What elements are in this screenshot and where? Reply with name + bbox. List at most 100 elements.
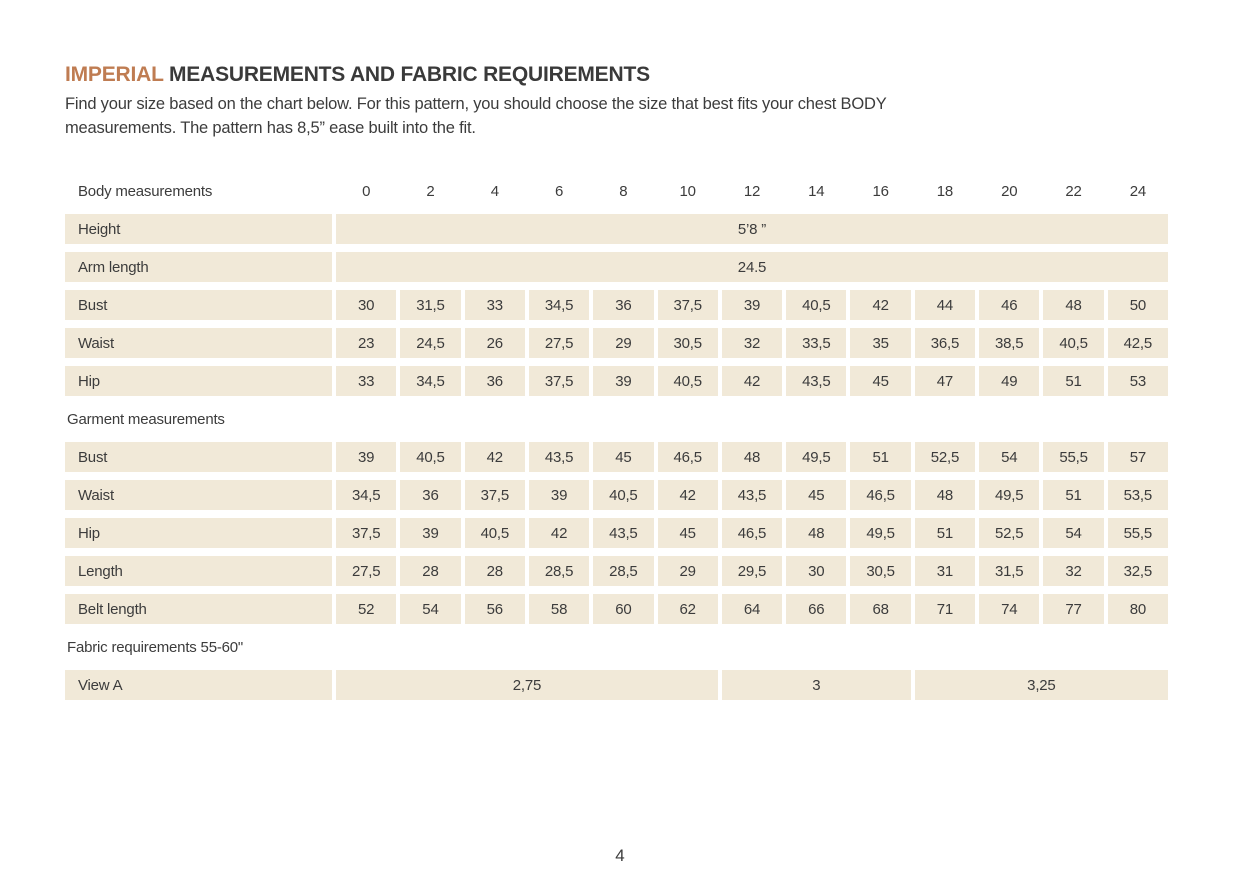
cell-value: 71	[914, 594, 976, 624]
row-span-value: 24.5	[336, 252, 1168, 282]
cell-value: 48	[914, 480, 976, 510]
intro-line-1: Find your size based on the chart below.…	[65, 95, 887, 113]
size-column-header-4: 4	[490, 182, 499, 200]
cell-value: 55,5	[1043, 442, 1104, 472]
cell-value: 40,5	[464, 518, 525, 548]
cell-value: 32	[721, 328, 783, 358]
size-column-header-6: 6	[554, 182, 564, 200]
cell-value: 45	[850, 366, 911, 396]
cell-value: 66	[786, 594, 847, 624]
cell-value: 47	[914, 366, 976, 396]
cell-value: 52	[336, 594, 397, 624]
cell-value: 28,5	[593, 556, 654, 586]
cell-value: 39	[336, 442, 397, 472]
size-column-header-8: 8	[619, 182, 628, 200]
fabric-section-header: Fabric requirements 55-60"	[67, 638, 244, 656]
cell-value: 35	[850, 328, 911, 358]
cell-value: 53	[1107, 366, 1168, 396]
size-column-header-18: 18	[936, 182, 954, 200]
row-label: Height	[65, 214, 332, 244]
cell-value: 42	[464, 442, 525, 472]
cell-value: 43,5	[528, 442, 590, 472]
size-chart-table: Body measurements 0 2 4 6 8 10 12 14 16 18 20 22 24 He…	[65, 176, 1168, 700]
cell-value: 62	[657, 594, 718, 624]
cell-value: 36,5	[914, 328, 976, 358]
cell-value: 33,5	[786, 328, 847, 358]
cell-value: 52,5	[979, 518, 1040, 548]
cell-value: 64	[721, 594, 783, 624]
cell-value: 74	[979, 594, 1040, 624]
cell-value: 28	[400, 556, 461, 586]
cell-value: 55,5	[1107, 518, 1168, 548]
row-label: View A	[65, 670, 332, 700]
cell-value: 57	[1107, 442, 1168, 472]
cell-value: 39	[400, 518, 461, 548]
cell-value: 42	[721, 366, 783, 396]
cell-value: 51	[914, 518, 976, 548]
cell-value: 23	[336, 328, 397, 358]
cell-value: 54	[1043, 518, 1104, 548]
row-label: Hip	[65, 366, 332, 396]
cell-value: 31,5	[400, 290, 461, 320]
cell-value: 68	[850, 594, 911, 624]
page-title-rest: MEASUREMENTS AND FABRIC REQUIREMENTS	[169, 63, 650, 86]
cell-value: 51	[1043, 366, 1104, 396]
cell-value: 50	[1107, 290, 1168, 320]
cell-value: 40,5	[786, 290, 847, 320]
row-label: Waist	[65, 480, 332, 510]
cell-value: 28,5	[528, 556, 590, 586]
cell-value: 58	[528, 594, 590, 624]
cell-value: 34,5	[336, 480, 397, 510]
size-column-header-12: 12	[743, 182, 761, 200]
row-label: Arm length	[65, 252, 332, 282]
cell-value: 30,5	[850, 556, 911, 586]
cell-value: 40,5	[657, 366, 718, 396]
cell-value: 31,5	[979, 556, 1040, 586]
cell-value: 37,5	[464, 480, 525, 510]
cell-value: 45	[593, 442, 654, 472]
cell-value: 30	[336, 290, 397, 320]
cell-value: 42	[850, 290, 911, 320]
cell-value: 42	[657, 480, 718, 510]
cell-value: 40,5	[593, 480, 654, 510]
cell-value: 37,5	[657, 290, 718, 320]
row-label: Bust	[65, 290, 332, 320]
cell-value: 38,5	[979, 328, 1040, 358]
cell-value: 34,5	[528, 290, 590, 320]
cell-value: 60	[593, 594, 654, 624]
size-column-header-10: 10	[679, 182, 696, 200]
row-label: Hip	[65, 518, 332, 548]
intro-text: Find your size based on the chart below.…	[65, 92, 1175, 140]
size-column-header-14: 14	[808, 182, 825, 200]
cell-value: 51	[850, 442, 911, 472]
row-label: Bust	[65, 442, 332, 472]
cell-value: 26	[464, 328, 525, 358]
cell-value: 43,5	[593, 518, 654, 548]
size-column-header-24: 24	[1129, 182, 1146, 200]
cell-value: 44	[914, 290, 976, 320]
cell-value: 36	[593, 290, 654, 320]
fabric-segment-value: 2,75	[336, 670, 718, 700]
cell-value: 42,5	[1107, 328, 1168, 358]
size-column-header-20: 20	[1001, 182, 1018, 200]
cell-value: 49,5	[850, 518, 911, 548]
cell-value: 39	[721, 290, 783, 320]
cell-value: 29	[657, 556, 718, 586]
cell-value: 46	[979, 290, 1040, 320]
cell-value: 29	[593, 328, 654, 358]
cell-value: 29,5	[721, 556, 783, 586]
size-column-header-22: 22	[1065, 182, 1082, 200]
cell-value: 45	[657, 518, 718, 548]
cell-value: 46,5	[657, 442, 718, 472]
cell-value: 49	[979, 366, 1040, 396]
cell-value: 34,5	[400, 366, 461, 396]
cell-value: 40,5	[400, 442, 461, 472]
cell-value: 77	[1043, 594, 1104, 624]
document-page: IMPERIAL MEASUREMENTS AND FABRIC REQUIRE…	[65, 63, 1175, 700]
cell-value: 43,5	[721, 480, 783, 510]
size-column-header-0: 0	[362, 182, 371, 200]
cell-value: 30,5	[657, 328, 718, 358]
size-column-header-16: 16	[872, 182, 889, 200]
cell-value: 46,5	[721, 518, 783, 548]
fabric-segment-value: 3	[721, 670, 911, 700]
